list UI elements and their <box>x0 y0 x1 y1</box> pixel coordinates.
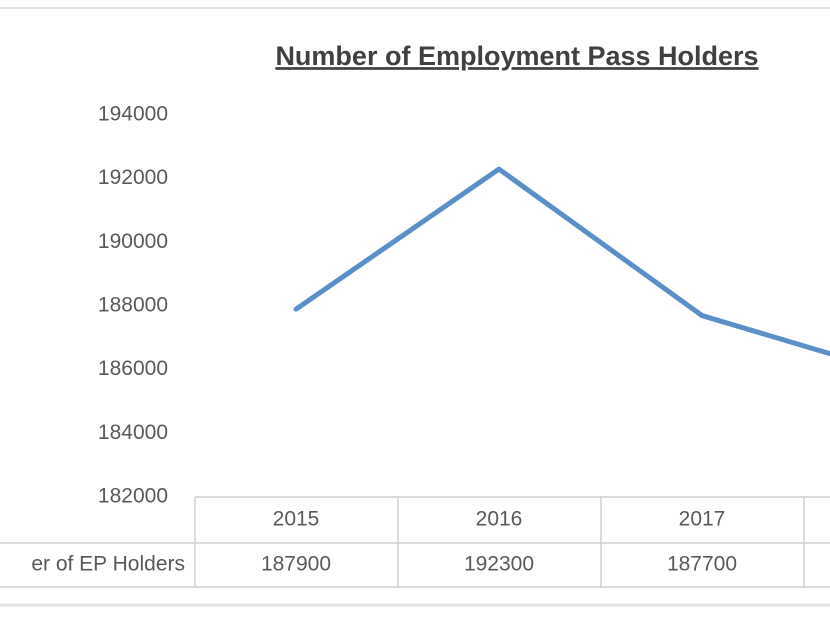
table-value: 187700 <box>667 553 737 576</box>
y-tick-label: 182000 <box>98 485 168 508</box>
y-tick-label: 190000 <box>98 230 168 253</box>
x-tick-label: 2015 <box>273 508 320 531</box>
table-value: 187900 <box>261 553 331 576</box>
legend-label: er of EP Holders <box>31 553 185 576</box>
y-tick-label: 188000 <box>98 294 168 317</box>
y-tick-label: 184000 <box>98 421 168 444</box>
y-tick-label: 194000 <box>98 103 168 126</box>
chart-title: Number of Employment Pass Holders <box>275 41 758 71</box>
series-line <box>293 166 830 357</box>
x-tick-label: 2016 <box>476 508 523 531</box>
y-tick-label: 192000 <box>98 166 168 189</box>
table-value: 192300 <box>464 553 534 576</box>
x-tick-label: 2017 <box>679 508 726 531</box>
y-tick-label: 186000 <box>98 357 168 380</box>
